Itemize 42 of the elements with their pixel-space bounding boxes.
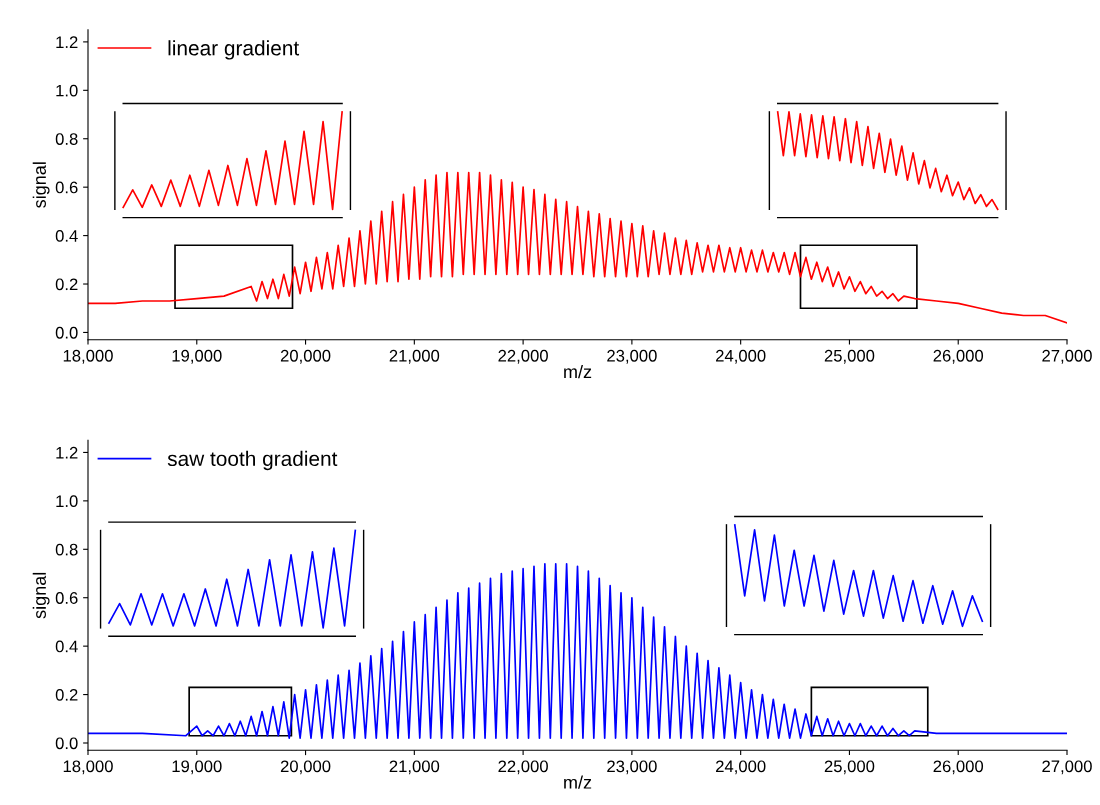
y-tick-label: 0.6 [55,181,78,194]
y-tick-label: 1.0 [56,495,78,508]
y-tick-label: 0.8 [55,133,78,145]
x-tick-label: 25,000 [824,349,875,364]
y-tick-label: 0.6 [55,592,78,604]
x-tick-label: 22,000 [498,760,548,775]
x-tick-label: 20,000 [280,760,331,775]
y-tick-label: 0.8 [55,543,78,556]
y-tick-label: 0.2 [55,278,78,291]
y-axis-title: signal [32,572,50,619]
x-tick-label: 24,000 [716,349,766,364]
x-tick-label: 27,000 [1042,349,1092,364]
x-tick-label: 24,000 [716,760,766,775]
x-tick-label: 19,000 [172,760,222,775]
x-tick-label: 26,000 [933,349,984,364]
x-axis-title: m/z [564,364,592,379]
legend-label: linear gradient [168,40,300,60]
y-tick-label: 0.4 [55,230,78,242]
y-tick-label: 1.2 [56,446,78,459]
y-tick-label: 1.2 [56,36,78,48]
x-tick-label: 21,000 [389,349,440,364]
y-tick-label: 0.4 [55,640,78,653]
line-series [88,171,1067,324]
y-tick-label: 1.0 [56,84,78,97]
x-tick-label: 18,000 [63,760,113,775]
x-tick-label: 27,000 [1042,760,1092,775]
x-tick-label: 20,000 [280,349,331,364]
x-tick-label: 25,000 [824,760,875,775]
line-series [88,562,1067,739]
y-tick-label: 0.2 [55,688,78,701]
legend-label: saw tooth gradient [167,450,338,471]
x-tick-label: 19,000 [172,349,222,364]
x-tick-label: 18,000 [63,349,113,364]
x-tick-label: 21,000 [389,760,440,775]
x-tick-label: 23,000 [607,349,657,364]
x-tick-label: 26,000 [933,760,984,775]
y-tick-label: 0.0 [55,326,78,339]
x-tick-label: 22,000 [498,349,548,364]
x-axis-title: m/z [564,775,592,789]
y-tick-label: 0.0 [55,737,78,750]
x-tick-label: 23,000 [607,760,657,775]
y-axis-title: signal [32,162,50,208]
